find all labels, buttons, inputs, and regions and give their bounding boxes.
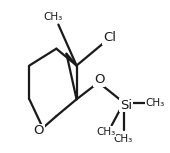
Text: CH₃: CH₃ — [96, 127, 116, 137]
Text: Si: Si — [120, 99, 132, 112]
Text: CH₃: CH₃ — [43, 13, 63, 22]
Text: O: O — [94, 73, 105, 86]
Text: CH₃: CH₃ — [114, 134, 133, 144]
Text: CH₃: CH₃ — [145, 98, 165, 108]
Text: O: O — [33, 124, 44, 137]
Text: Cl: Cl — [103, 31, 116, 44]
